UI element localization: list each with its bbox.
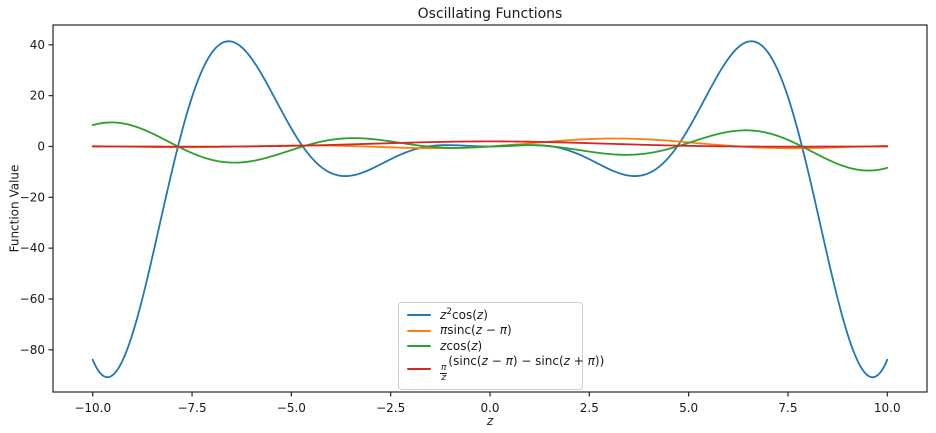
series-line-2 [91,121,889,172]
x-tick-label: 5.0 [679,401,698,415]
chart-title: Oscillating Functions [417,6,563,22]
legend-label: πsinc(z − π) [440,323,512,338]
legend-item-0: z2cos(z) [407,307,574,323]
legend-line-sample [407,368,431,371]
x-tick-label: −2.5 [376,401,405,415]
legend: z2cos(z) πsinc(z − π) zcos(z) π z (sinc(z − π… [398,302,604,390]
y-tick-label: −80 [20,343,45,357]
x-tick-label: −7.5 [177,401,206,415]
series-line-3 [91,140,889,148]
x-tick-label: 0.0 [480,401,499,415]
y-tick-label: 20 [30,89,45,103]
x-tick-label: 2.5 [580,401,599,415]
legend-line-sample [407,345,431,348]
y-tick-label: 0 [37,139,45,153]
x-tick-label: 7.5 [778,401,797,415]
y-tick-label: −40 [20,241,45,255]
y-tick-label: −60 [20,292,45,306]
x-tick-label: 10.0 [874,401,901,415]
legend-line-sample [407,314,431,317]
legend-line-sample [407,329,431,332]
y-axis-label: Function Value [7,164,22,253]
x-axis-ticks: −10.0 −7.5 −5.0 −2.5 0.0 2.5 5.0 7.5 10.0 [74,392,901,415]
x-axis-label: z [486,414,494,428]
legend-item-1: πsinc(z − π) [407,324,574,337]
legend-item-3: π z (sinc(z − π) − sinc(z + π)) [407,354,604,384]
legend-label: π z (sinc(z − π) − sinc(z + π)) [440,354,605,384]
y-tick-label: −20 [20,190,45,204]
x-tick-label: −5.0 [277,401,306,415]
legend-label: z2cos(z) [440,307,488,323]
legend-label: zcos(z) [440,338,483,353]
y-tick-label: 40 [30,38,45,52]
x-tick-label: −10.0 [74,401,111,415]
legend-item-2: zcos(z) [407,338,574,353]
y-axis-ticks: 40 20 0 −20 −40 −60 −80 [20,38,53,357]
